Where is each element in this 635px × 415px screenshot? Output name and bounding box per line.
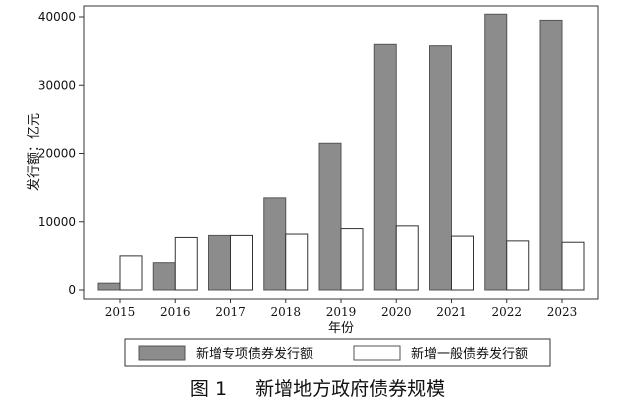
x-tick-label: 2022: [491, 305, 522, 319]
x-tick-label: 2023: [547, 305, 578, 319]
y-axis: 0 10000 20000 30000 40000: [38, 10, 84, 297]
bar-special-bond: [97, 282, 121, 291]
legend-swatch-general: [353, 345, 401, 361]
x-tick-label: 2015: [105, 305, 136, 319]
y-tick-label: 30000: [38, 78, 76, 92]
bar-general-bond: [506, 240, 530, 291]
bar-special-bond: [152, 262, 176, 291]
legend-swatch-special: [138, 345, 186, 361]
bar-special-bond: [539, 19, 563, 291]
bar-general-bond: [285, 233, 309, 291]
x-tick-label: 2021: [436, 305, 467, 319]
y-tick-label: 0: [68, 283, 76, 297]
bar-special-bond: [318, 142, 342, 291]
bar-general-bond: [174, 236, 198, 291]
y-tick-label: 20000: [38, 147, 76, 161]
legend-frame: [124, 338, 551, 367]
y-tick-label: 10000: [38, 215, 76, 229]
figure-number: 图 1: [189, 378, 228, 400]
y-axis-label: 发行额：亿元: [26, 113, 42, 191]
x-axis: 2015 2016 2017 2018 2019 2020 2021 2022 2023: [105, 299, 578, 319]
bar-general-bond: [451, 235, 474, 291]
bar-special-bond: [208, 234, 231, 291]
legend: 新增专项债券发行额 新增一般债券发行额: [124, 338, 551, 367]
figure-caption: 图 1 新增地方政府债券规模: [0, 374, 635, 401]
x-tick-label: 2019: [326, 305, 357, 319]
x-axis-label: 年份: [328, 321, 354, 336]
y-tick-label: 40000: [38, 10, 76, 24]
figure-title: 新增地方政府债券规模: [255, 378, 446, 400]
bar-general-bond: [119, 255, 143, 291]
x-tick-label: 2016: [160, 305, 191, 319]
bars: [97, 13, 585, 291]
bar-general-bond: [230, 234, 253, 291]
bar-special-bond: [263, 197, 287, 291]
x-tick-label: 2020: [381, 305, 412, 319]
bar-general-bond: [395, 225, 419, 291]
legend-label-general: 新增一般债券发行额: [411, 346, 528, 362]
x-tick-label: 2018: [270, 305, 301, 319]
bar-special-bond: [484, 13, 508, 291]
bar-general-bond: [340, 228, 364, 291]
legend-label-special: 新增专项债券发行额: [196, 346, 313, 362]
bar-special-bond: [429, 45, 452, 291]
bar-general-bond: [561, 241, 585, 291]
x-tick-label: 2017: [215, 305, 246, 319]
bar-special-bond: [373, 43, 397, 291]
